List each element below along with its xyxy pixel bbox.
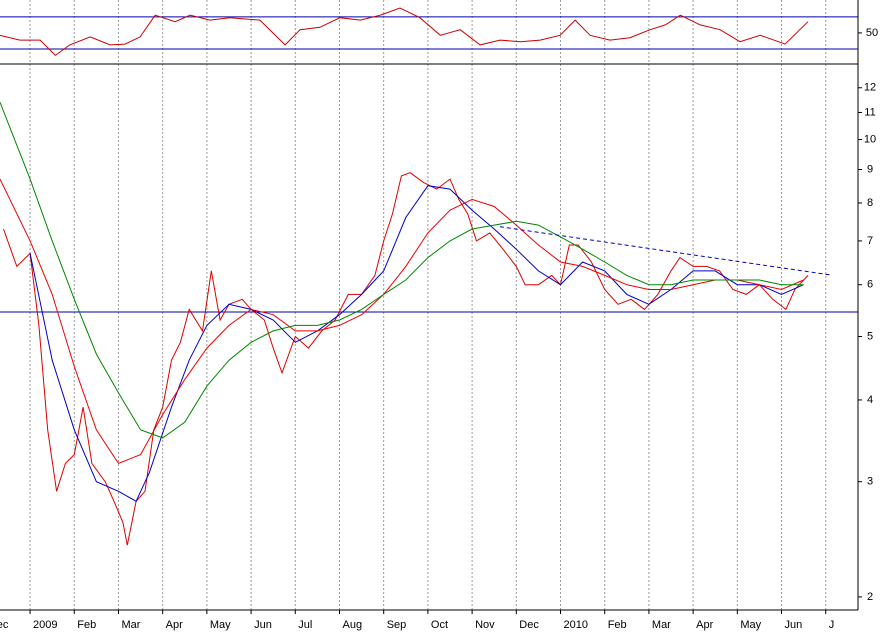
x-tick-label: Apr <box>166 619 183 631</box>
x-tick-label: Oct <box>431 619 448 631</box>
price-panel <box>0 102 858 546</box>
series-line <box>0 7 809 57</box>
x-tick-label: Mar <box>652 619 671 631</box>
y-tick-label: 11 <box>864 106 875 118</box>
rsi-panel <box>0 7 858 57</box>
x-tick-label: Feb <box>77 619 96 631</box>
x-tick-label: J <box>829 619 835 631</box>
series-line <box>0 178 804 465</box>
x-tick-label: Sep <box>387 619 407 631</box>
x-tick-label: May <box>210 619 231 631</box>
y-tick-label: 2 <box>867 591 873 603</box>
x-tick-label: Jul <box>298 619 312 631</box>
series-line <box>3 172 809 546</box>
y-tick-label: 4 <box>867 394 873 406</box>
x-tick-label: 2010 <box>564 619 588 631</box>
x-tick-label: Jun <box>254 619 272 631</box>
y-tick-label: 6 <box>867 279 873 291</box>
y-tick-label: 12 <box>864 82 876 94</box>
grid <box>29 0 827 610</box>
y-tick-label: 5 <box>867 330 873 342</box>
x-tick-label: Mar <box>121 619 140 631</box>
x-tick-label: Dec <box>0 619 9 631</box>
y-tick-label: 7 <box>867 235 873 247</box>
x-tick-label: Apr <box>696 619 713 631</box>
x-tick-label: Aug <box>342 619 362 631</box>
x-tick-label: May <box>740 619 761 631</box>
y-tick-label: 8 <box>867 197 873 209</box>
x-tick-label: 2009 <box>33 619 57 631</box>
series-line <box>0 102 804 439</box>
x-tick-label: Jun <box>785 619 803 631</box>
x-tick-label: Dec <box>519 619 539 631</box>
x-tick-label: Nov <box>475 619 495 631</box>
series-line <box>29 185 804 503</box>
y-tick-label: 9 <box>867 163 873 175</box>
x-tick-label: Feb <box>608 619 627 631</box>
y-tick-label: 3 <box>867 476 873 488</box>
y-tick-label: 50 <box>866 27 878 39</box>
trendline <box>499 226 831 276</box>
y-tick-label: 10 <box>864 133 876 145</box>
